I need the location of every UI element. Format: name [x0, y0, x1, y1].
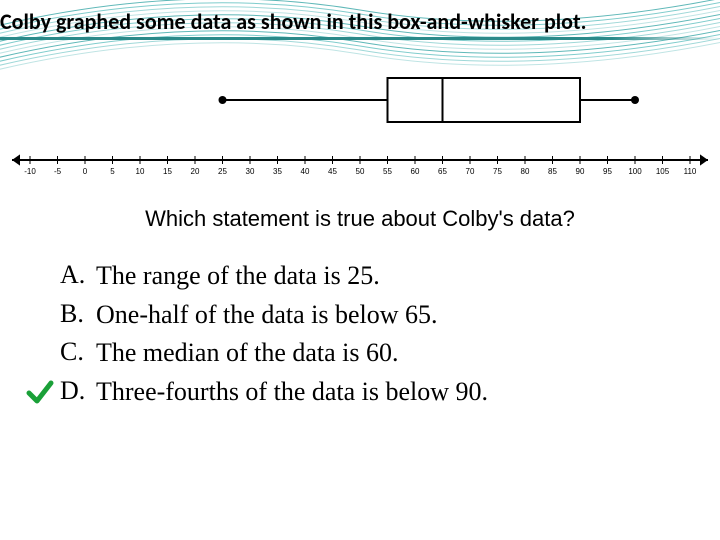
svg-text:15: 15 — [163, 167, 172, 176]
svg-text:80: 80 — [521, 167, 530, 176]
svg-text:75: 75 — [493, 167, 502, 176]
checkmark-icon — [26, 378, 54, 406]
svg-text:-10: -10 — [24, 167, 36, 176]
svg-text:50: 50 — [356, 167, 365, 176]
question-text: Which statement is true about Colby's da… — [0, 206, 720, 232]
option-row: C.The median of the data is 60. — [60, 337, 720, 370]
svg-text:5: 5 — [110, 167, 115, 176]
svg-text:45: 45 — [328, 167, 337, 176]
svg-text:0: 0 — [83, 167, 88, 176]
svg-text:-5: -5 — [54, 167, 62, 176]
option-letter: B. — [60, 299, 96, 329]
option-row: B.One-half of the data is below 65. — [60, 299, 720, 332]
option-letter: A. — [60, 260, 96, 290]
answer-options: A.The range of the data is 25.B.One-half… — [60, 260, 720, 408]
title-underline — [0, 37, 720, 40]
numberline-svg: -10 -5 0 5 10 15 20 25 30 35 40 45 50 55 60 65 70 75 80 85 9… — [0, 148, 720, 188]
boxplot-svg — [0, 52, 720, 142]
option-text: The range of the data is 25. — [96, 260, 380, 293]
svg-text:90: 90 — [576, 167, 585, 176]
option-text: One-half of the data is below 65. — [96, 299, 438, 332]
page-title: Colby graphed some data as shown in this… — [0, 0, 720, 44]
option-text: Three-fourths of the data is below 90. — [96, 376, 488, 409]
svg-text:65: 65 — [438, 167, 447, 176]
svg-text:35: 35 — [273, 167, 282, 176]
svg-text:55: 55 — [383, 167, 392, 176]
svg-text:30: 30 — [246, 167, 255, 176]
option-letter: C. — [60, 337, 96, 367]
svg-text:85: 85 — [548, 167, 557, 176]
option-text: The median of the data is 60. — [96, 337, 399, 370]
option-row: A.The range of the data is 25. — [60, 260, 720, 293]
option-row: D.Three-fourths of the data is below 90. — [60, 376, 720, 409]
title-text: Colby graphed some data as shown in this… — [0, 8, 587, 35]
svg-text:70: 70 — [466, 167, 475, 176]
svg-text:105: 105 — [656, 167, 670, 176]
number-line: -10 -5 0 5 10 15 20 25 30 35 40 45 50 55 60 65 70 75 80 85 9… — [0, 148, 720, 188]
svg-text:110: 110 — [684, 167, 697, 176]
svg-text:40: 40 — [301, 167, 310, 176]
svg-text:100: 100 — [628, 167, 642, 176]
boxplot — [0, 52, 720, 142]
svg-text:60: 60 — [411, 167, 420, 176]
svg-text:10: 10 — [136, 167, 145, 176]
svg-text:25: 25 — [218, 167, 227, 176]
svg-text:95: 95 — [603, 167, 612, 176]
svg-text:20: 20 — [191, 167, 200, 176]
option-letter: D. — [60, 376, 96, 406]
